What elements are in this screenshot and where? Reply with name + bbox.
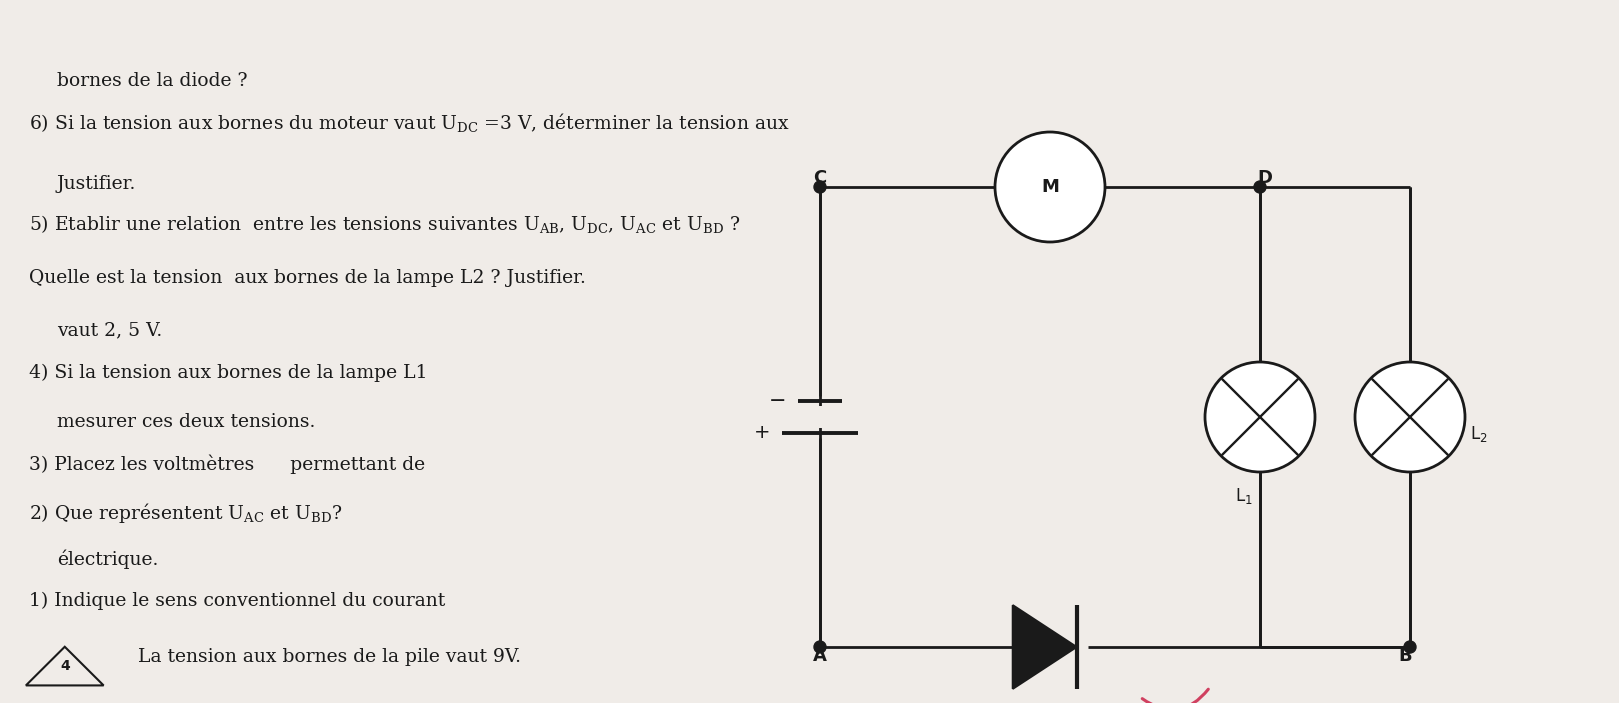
Text: 4: 4 — [60, 659, 70, 673]
Circle shape — [1404, 641, 1417, 653]
Text: A: A — [813, 647, 827, 665]
Text: électrique.: électrique. — [57, 549, 159, 569]
Text: La tension aux bornes de la pile vaut 9V.: La tension aux bornes de la pile vaut 9V… — [138, 648, 521, 666]
Text: 3) Placez les voltmètres      permettant de: 3) Placez les voltmètres permettant de — [29, 454, 426, 474]
Text: +: + — [754, 423, 771, 442]
Circle shape — [814, 181, 826, 193]
Text: Quelle est la tension  aux bornes de la lampe L2 ? Justifier.: Quelle est la tension aux bornes de la l… — [29, 269, 586, 287]
Text: L$_2$: L$_2$ — [1470, 423, 1488, 444]
Text: L$_1$: L$_1$ — [1235, 486, 1253, 506]
Text: M: M — [1041, 178, 1059, 196]
Circle shape — [814, 641, 826, 653]
Text: 2) Que représentent U$_{\mathregular{AC}}$ et U$_{\mathregular{BD}}$?: 2) Que représentent U$_{\mathregular{AC}… — [29, 501, 343, 525]
Text: 4) Si la tension aux bornes de la lampe L1: 4) Si la tension aux bornes de la lampe … — [29, 363, 427, 382]
Circle shape — [1205, 362, 1315, 472]
Text: vaut 2, 5 V.: vaut 2, 5 V. — [57, 321, 162, 340]
Circle shape — [1255, 181, 1266, 193]
Text: D: D — [1258, 169, 1273, 187]
Polygon shape — [1013, 605, 1077, 689]
Text: 6) Si la tension aux bornes du moteur vaut U$_{\mathregular{DC}}$ =3 V, détermin: 6) Si la tension aux bornes du moteur va… — [29, 111, 790, 135]
Text: 5) Etablir une relation  entre les tensions suivantes U$_{\mathregular{AB}}$, U$: 5) Etablir une relation entre les tensio… — [29, 214, 740, 236]
Bar — [780, 406, 860, 428]
Text: B: B — [1399, 647, 1412, 665]
Circle shape — [996, 132, 1106, 242]
Text: mesurer ces deux tensions.: mesurer ces deux tensions. — [57, 413, 316, 431]
Text: −: − — [769, 391, 787, 411]
Circle shape — [1355, 362, 1465, 472]
Text: C: C — [813, 169, 827, 187]
Text: bornes de la diode ?: bornes de la diode ? — [57, 72, 248, 90]
Text: Justifier.: Justifier. — [57, 175, 136, 193]
Text: 1) Indique le sens conventionnel du courant: 1) Indique le sens conventionnel du cour… — [29, 592, 445, 610]
